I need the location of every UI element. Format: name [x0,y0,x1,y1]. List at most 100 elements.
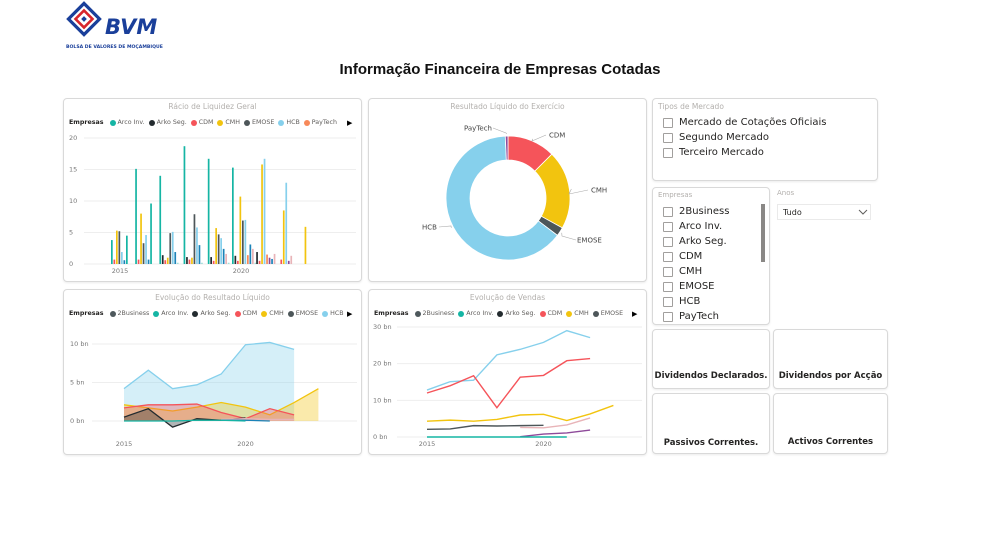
legend-item-hcb[interactable]: HCB [278,119,300,126]
slicer-scrollbar[interactable] [761,204,765,262]
legend-item-emose[interactable]: EMOSE [592,310,623,317]
bar-cdm-2022[interactable] [280,259,283,264]
bar-extra1-2017[interactable] [174,252,177,264]
bar-hcb-2020[interactable] [244,219,247,264]
bar-extra1-2019[interactable] [222,248,225,264]
bar-cdm-2018[interactable] [188,259,191,264]
bar-cmh-2022[interactable] [282,210,285,264]
bar-cmh-2017[interactable] [166,257,169,264]
checkbox[interactable] [663,132,673,143]
legend-next-arrow[interactable]: ▶ [347,119,353,127]
checkbox[interactable] [663,281,673,292]
bar-paytech-2021[interactable] [266,254,268,264]
bar-arco-inv-2016[interactable] [150,203,152,264]
legend-item-cmh[interactable]: CMH [566,310,589,317]
bar-cdm-2017[interactable] [164,260,167,264]
legend-item-emose[interactable]: EMOSE [287,310,318,317]
option-paytech[interactable]: PayTech [663,309,729,324]
option-terceiro-mercado[interactable]: Terceiro Mercado [663,145,827,160]
bar-cmh-2021[interactable] [261,164,263,264]
bar-paytech-2020[interactable] [247,255,249,264]
bar-emose-2019[interactable] [217,234,220,264]
donut-slice-hcb[interactable] [445,135,559,261]
bar-cmh-2019[interactable] [215,228,217,264]
kpi-dividendos-declarados[interactable]: Dividendos Declarados. [652,329,770,389]
bar-cmh-2015[interactable] [116,230,118,264]
bar-hcb-2017[interactable] [171,231,174,264]
bar-extra1-2018[interactable] [198,245,201,264]
legend-item-paytech[interactable]: PayTech [303,119,337,126]
option-segundo-mercado[interactable]: Segundo Mercado [663,130,827,145]
bar-arko-seg-2017[interactable] [161,255,164,264]
bar-emose-2020[interactable] [242,220,244,264]
option-mercado-cotacoes-oficiais[interactable]: Mercado de Cotações Oficiais [663,115,827,130]
line-cmh[interactable] [426,404,614,422]
kpi-activos-correntes[interactable]: Activos Correntes [773,393,888,454]
bar-cmh-2018[interactable] [191,257,193,264]
bar-emose-2015[interactable] [118,231,121,264]
bar-extra4-2019[interactable] [227,262,230,264]
bar-emose-2018[interactable] [193,214,196,264]
bar-cmh-2020[interactable] [239,196,242,264]
checkbox[interactable] [663,251,673,262]
legend-item-arco-inv[interactable]: Arco Inv. [153,310,188,317]
line-cdm[interactable] [123,403,295,420]
bar-cmh-2016[interactable] [140,213,142,264]
legend-item-cmh[interactable]: CMH [217,119,240,126]
line-extra3[interactable] [520,429,591,438]
bar-extra2-2021[interactable] [273,253,276,264]
bar-extra2-2019[interactable] [225,253,227,264]
bar-extra1-2015[interactable] [123,260,126,264]
bar-arko-seg-2018[interactable] [186,257,188,264]
legend-item-2business[interactable]: 2Business [414,310,454,317]
bar-hcb-2019[interactable] [220,238,222,264]
legend-item-2business[interactable]: 2Business [109,310,149,317]
line-arco-inv[interactable] [124,419,246,422]
line-cmh[interactable] [123,388,319,416]
line-extra2[interactable] [520,417,591,429]
donut-slice-paytech[interactable] [504,135,509,161]
bar-arko-seg-2020[interactable] [234,255,237,264]
bar-hcb-2015[interactable] [121,252,123,264]
bar-arco-inv-2015[interactable] [111,240,113,264]
checkbox[interactable] [663,311,673,322]
anos-dropdown[interactable]: Tudo [777,204,871,220]
legend-item-cdm[interactable]: CDM [234,310,257,317]
legend-item-arko-seg[interactable]: Arko Seg. [497,310,536,317]
bar-cmh-2023[interactable] [304,226,307,264]
bar-hcb-2016[interactable] [145,235,147,264]
bar-arco-inv-2017[interactable] [159,175,162,264]
bar-cdm-2019[interactable] [212,260,215,264]
bar-emose-2016[interactable] [142,243,145,264]
legend-item-arco-inv[interactable]: Arco Inv. [458,310,493,317]
legend-next-arrow[interactable]: ▶ [347,310,353,318]
line-extra2[interactable] [221,418,295,421]
bar-hcb-2021[interactable] [263,158,266,264]
bar-extra4-2020[interactable] [254,262,257,264]
checkbox[interactable] [663,236,673,247]
bar-arco-inv-2019[interactable] [207,158,210,264]
bar-arco-inv-2018[interactable] [183,146,186,264]
bar-extra1-2021[interactable] [271,258,273,264]
bar-extra2-2020[interactable] [252,248,254,264]
legend-item-arco-inv[interactable]: Arco Inv. [109,119,145,126]
bar-extra1-2020[interactable] [249,244,252,264]
option-2business[interactable]: 2Business [663,204,729,219]
line-emose[interactable] [426,424,544,430]
bar-cdm-2016[interactable] [137,259,140,264]
legend-item-arko-seg[interactable]: Arko Seg. [148,119,187,126]
bar-hcb-2018[interactable] [196,227,198,264]
bar-cdm-2021[interactable] [258,260,261,264]
bar-extra4-2017[interactable] [176,262,179,264]
bar-extra3-2021[interactable] [268,257,271,264]
checkbox[interactable] [663,206,673,217]
checkbox[interactable] [663,266,673,277]
bar-extra1-2016[interactable] [147,259,150,264]
legend-item-hcb[interactable]: HCB [322,310,344,317]
bar-arko-seg-2019[interactable] [210,257,212,264]
option-emose[interactable]: EMOSE [663,279,729,294]
legend-item-arko-seg[interactable]: Arko Seg. [192,310,231,317]
bar-extra4-2018[interactable] [201,262,203,264]
legend-item-emose[interactable]: EMOSE [243,119,274,126]
bar-extra2-2022[interactable] [290,255,293,264]
